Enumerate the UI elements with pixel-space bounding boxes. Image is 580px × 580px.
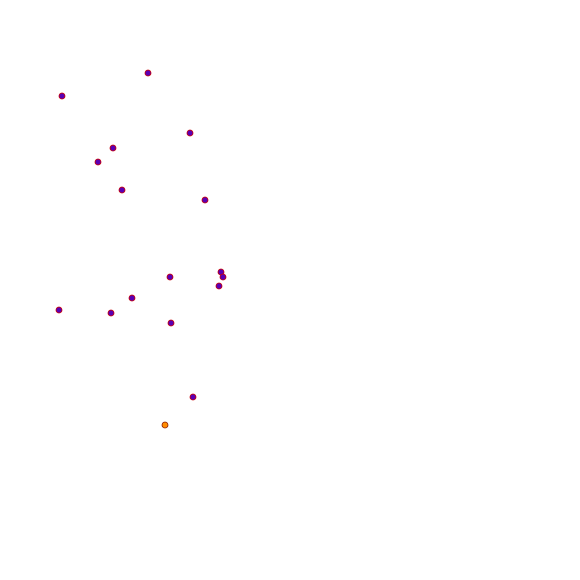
scatter-point-0-13: [107, 309, 115, 317]
scatter-point-0-9: [166, 273, 174, 281]
scatter-point-0-10: [215, 282, 223, 290]
scatter-point-0-14: [167, 319, 175, 327]
scatter-point-0-0: [144, 69, 152, 77]
scatter-point-0-5: [118, 186, 126, 194]
scatter-point-0-8: [219, 273, 227, 281]
scatter-point-0-1: [58, 92, 66, 100]
scatter-point-0-11: [128, 294, 136, 302]
scatter-point-0-2: [186, 129, 194, 137]
series-0: [55, 69, 227, 401]
scatter-point-0-6: [201, 196, 209, 204]
scatter-point-0-15: [189, 393, 197, 401]
scatter-point-0-3: [109, 144, 117, 152]
scatter-point-0-12: [55, 306, 63, 314]
points-layer: [55, 69, 227, 429]
scatter-point-0-4: [94, 158, 102, 166]
series-1: [161, 421, 169, 429]
scatter-point-1-0: [161, 421, 169, 429]
